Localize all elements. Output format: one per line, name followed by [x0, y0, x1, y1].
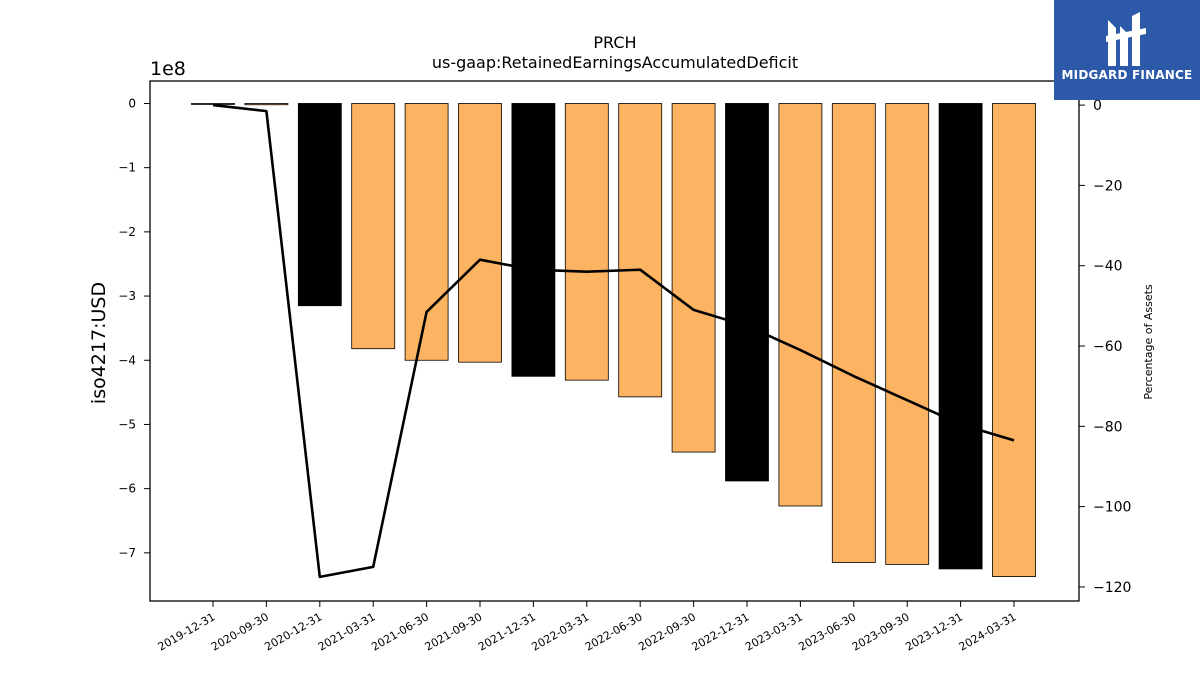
y-ticks-group: 0 −1 −2 −3 −4 −5 −6 −7: [118, 96, 150, 560]
y-tick-label: −6: [118, 482, 136, 496]
y2-tick-label: −100: [1093, 500, 1131, 516]
bar-2023-06-30: [831, 103, 876, 563]
x-tick-label: 2022-09-30: [636, 610, 698, 653]
line-group: [212, 103, 1015, 579]
bar-2022-06-30: [618, 103, 663, 398]
y2-tick-label: 0: [1093, 98, 1102, 114]
y-tick-label: −3: [118, 289, 136, 303]
bar-2024-03-31: [992, 103, 1036, 578]
x-tick-label: 2021-09-30: [423, 610, 485, 653]
y2-ticks-group: 0 −20 −40 −60 −80 −100 −120: [1079, 98, 1131, 596]
bar-2021-09-30: [458, 103, 502, 363]
y2-tick-label: −40: [1093, 259, 1123, 275]
bar-2022-03-31: [564, 103, 609, 381]
bar-2022-09-30: [671, 103, 716, 453]
y-tick-label: 0: [128, 96, 136, 110]
y-axis-label: iso4217:USD: [88, 282, 110, 404]
x-tick-label: 2021-03-31: [316, 610, 378, 653]
percent-of-assets-line: [212, 103, 1015, 579]
bar-2023-03-31: [778, 103, 823, 507]
x-tick-label: 2024-03-31: [957, 610, 1019, 653]
y2-tick-label: −120: [1093, 580, 1131, 596]
y-tick-label: −1: [118, 161, 136, 175]
bar-2020-09-30: [244, 103, 289, 106]
y-tick-label: −5: [118, 417, 136, 431]
y-tick-label: −4: [118, 353, 136, 367]
brand-name: MIDGARD FINANCE: [1061, 68, 1193, 82]
plot-frame: [149, 80, 1080, 602]
y-scale-label: 1e8: [150, 58, 186, 80]
x-tick-label: 2020-12-31: [262, 610, 324, 653]
bar-2021-12-31: [511, 103, 556, 377]
x-tick-label: 2022-03-31: [529, 610, 591, 653]
bar-2021-03-31: [351, 103, 396, 350]
x-tick-label: 2022-06-30: [583, 610, 645, 653]
bar-2022-12-31: [725, 103, 769, 482]
x-tick-label: 2023-12-31: [903, 610, 965, 653]
chart-subtitle: us-gaap:RetainedEarningsAccumulatedDefic…: [432, 53, 798, 72]
bars-group: [191, 103, 1036, 578]
x-tick-label: 2019-12-31: [156, 610, 218, 653]
chart-title: PRCH: [593, 33, 636, 52]
x-tick-label: 2023-09-30: [850, 610, 912, 653]
x-tick-label: 2023-03-31: [743, 610, 805, 653]
bar-2021-06-30: [404, 103, 449, 361]
brand-logo: MIDGARD FINANCE: [1054, 0, 1200, 100]
y-tick-label: −2: [118, 225, 136, 239]
x-tick-label: 2021-06-30: [369, 610, 431, 653]
y2-tick-label: −60: [1093, 339, 1123, 355]
x-ticks-group: 2019-12-312020-09-302020-12-312021-03-31…: [156, 601, 1019, 654]
bar-2023-09-30: [885, 103, 930, 565]
bar-2023-12-31: [938, 103, 983, 570]
bar-2020-12-31: [297, 103, 342, 307]
x-tick-label: 2023-06-30: [796, 610, 858, 653]
x-tick-label: 2021-12-31: [476, 610, 538, 653]
bar-2019-12-31: [191, 103, 235, 105]
y2-tick-label: −20: [1093, 178, 1123, 194]
x-tick-label: 2022-12-31: [690, 610, 752, 653]
y2-tick-label: −80: [1093, 419, 1123, 435]
x-tick-label: 2020-09-30: [209, 610, 271, 653]
y-tick-label: −7: [118, 546, 136, 560]
midgard-logo-icon: [1106, 12, 1146, 66]
y2-axis-label: Percentage of Assets: [1142, 284, 1155, 400]
